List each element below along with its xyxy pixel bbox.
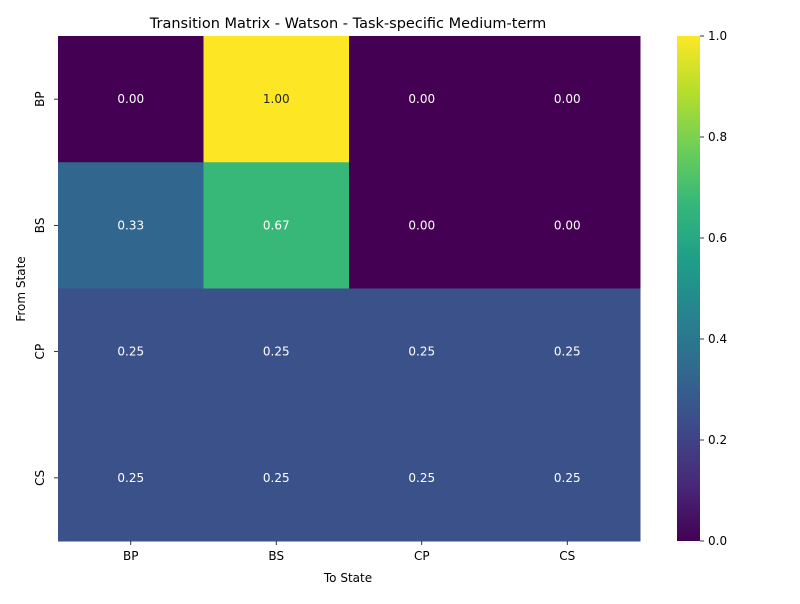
x-axis-label: To State xyxy=(323,571,372,585)
cell-annotation: 0.25 xyxy=(408,345,435,359)
heatmap-cell xyxy=(494,162,641,289)
colorbar-tick-label: 0.0 xyxy=(708,534,727,548)
cell-annotation: 0.25 xyxy=(554,345,581,359)
y-tick-label: BS xyxy=(33,218,47,234)
cell-annotation: 0.00 xyxy=(408,218,435,232)
y-axis: BP BS CP CS xyxy=(33,91,58,486)
heatmap-cell xyxy=(494,414,641,542)
y-tick-label: CS xyxy=(33,470,47,486)
heatmap-cell xyxy=(203,414,350,542)
cell-annotation: 0.25 xyxy=(263,471,290,485)
y-axis-label: From State xyxy=(14,256,28,321)
y-tick-label: BP xyxy=(33,91,47,106)
heatmap-cell xyxy=(203,36,350,163)
cell-annotation: 0.33 xyxy=(117,218,144,232)
heatmap-cell xyxy=(349,36,495,163)
cell-annotation: 0.00 xyxy=(408,92,435,106)
heatmap-cells xyxy=(58,36,641,542)
heatmap-cell xyxy=(58,36,204,163)
cell-annotation: 0.00 xyxy=(117,92,144,106)
cell-annotation: 0.25 xyxy=(117,345,144,359)
heatmap-cell xyxy=(349,414,495,542)
colorbar-tick-label: 0.8 xyxy=(708,130,727,144)
chart-title: Transition Matrix - Watson - Task-specif… xyxy=(149,16,546,32)
heatmap-cell xyxy=(349,162,495,289)
colorbar-tick-label: 0.6 xyxy=(708,231,727,245)
cell-annotation: 0.67 xyxy=(263,218,290,232)
heatmap-cell xyxy=(58,162,204,289)
heatmap-cell xyxy=(349,288,495,416)
x-tick-label: CS xyxy=(559,549,575,563)
colorbar-tick-label: 0.2 xyxy=(708,433,727,447)
colorbar: 0.0 0.2 0.4 0.6 0.8 1.0 xyxy=(677,29,727,548)
colorbar-tick-label: 0.4 xyxy=(708,332,727,346)
cell-annotation: 1.00 xyxy=(263,92,290,106)
x-axis: BP BS CP CS xyxy=(123,541,575,563)
heatmap-cell xyxy=(494,36,641,163)
cell-annotation: 0.25 xyxy=(263,345,290,359)
heatmap-cell xyxy=(58,414,204,542)
colorbar-tick-label: 1.0 xyxy=(708,29,727,43)
cell-annotation: 0.00 xyxy=(554,218,581,232)
heatmap-cell xyxy=(203,162,350,289)
colorbar-gradient xyxy=(677,36,700,541)
heatmap-cell xyxy=(203,288,350,416)
heatmap-cell xyxy=(494,288,641,416)
heatmap-cell xyxy=(58,288,204,416)
x-tick-label: BP xyxy=(123,549,138,563)
x-tick-label: CP xyxy=(414,549,430,563)
cell-annotation: 0.25 xyxy=(554,471,581,485)
cell-annotation: 0.00 xyxy=(554,92,581,106)
cell-annotation: 0.25 xyxy=(117,471,144,485)
x-tick-label: BS xyxy=(268,549,284,563)
heatmap-annotations: 0.00 1.00 0.00 0.00 0.33 0.67 0.00 0.00 0.25 0.25… xyxy=(117,92,580,485)
y-tick-label: CP xyxy=(33,344,47,360)
cell-annotation: 0.25 xyxy=(408,471,435,485)
